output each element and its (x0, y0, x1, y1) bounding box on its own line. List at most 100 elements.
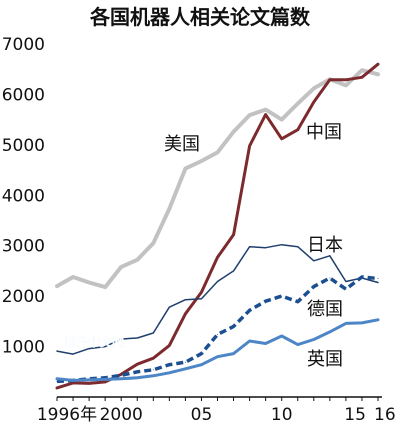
y-tick-label: 3000 (2, 237, 45, 257)
series-label-3: 德国 (307, 299, 343, 320)
data-point (377, 319, 379, 321)
data-point (56, 285, 58, 287)
data-point (249, 309, 251, 311)
data-point (297, 103, 299, 105)
data-point (72, 379, 74, 381)
data-point (249, 246, 251, 248)
data-point (361, 276, 363, 278)
data-point (200, 160, 202, 162)
data-point (136, 363, 138, 365)
data-point (297, 301, 299, 303)
data-point (313, 339, 315, 341)
data-point (217, 333, 218, 335)
data-point (168, 306, 170, 308)
data-point (168, 208, 170, 210)
data-point (200, 364, 202, 366)
data-point (120, 338, 122, 340)
data-point (361, 322, 363, 324)
x-tick-label: 15 (344, 405, 366, 425)
data-point (136, 371, 138, 373)
data-point (88, 348, 90, 350)
data-point (249, 145, 251, 147)
data-point (345, 322, 347, 324)
data-point (184, 368, 186, 370)
data-point (104, 346, 106, 348)
data-point (152, 375, 154, 377)
data-point (136, 377, 138, 379)
data-point (345, 281, 347, 283)
data-point (329, 331, 331, 333)
data-point (152, 242, 154, 244)
data-point (377, 282, 379, 284)
data-point (200, 298, 202, 300)
data-point (136, 337, 138, 339)
data-point (152, 369, 154, 371)
chart-title: 各国机器人相关论文篇数 (89, 5, 311, 29)
data-point (72, 353, 74, 355)
data-point (56, 387, 58, 389)
data-point (281, 295, 283, 297)
data-point (329, 277, 331, 279)
data-point (249, 340, 251, 342)
data-point (56, 380, 58, 382)
data-point (345, 288, 347, 290)
data-point (233, 234, 235, 236)
data-point (152, 332, 154, 334)
data-point (313, 87, 315, 89)
data-point (265, 300, 267, 302)
x-tick-label: 10 (271, 405, 293, 425)
data-point (313, 286, 315, 288)
data-point (377, 73, 379, 75)
data-point (297, 129, 299, 131)
data-point (265, 114, 267, 116)
data-point (361, 69, 363, 71)
data-point (329, 79, 331, 81)
data-point (200, 353, 202, 355)
data-point (88, 379, 90, 381)
data-point (104, 381, 106, 383)
data-point (88, 282, 90, 284)
data-point (361, 76, 363, 78)
x-tick-label: 16 (374, 405, 396, 425)
data-point (377, 277, 379, 279)
data-point (120, 373, 122, 375)
data-point (184, 299, 186, 301)
data-point (297, 344, 299, 346)
data-point (104, 286, 106, 288)
data-point (233, 131, 235, 133)
y-tick-label: 6000 (2, 85, 45, 105)
data-point (184, 313, 186, 315)
data-point (233, 270, 235, 272)
x-tick-label: 2000 (100, 405, 143, 425)
data-point (88, 382, 90, 384)
watermark: 日经中文网 (64, 334, 124, 349)
data-point (104, 378, 106, 380)
data-point (313, 260, 315, 262)
series-label-0: 美国 (164, 134, 200, 155)
y-tick-label: 5000 (2, 136, 45, 156)
data-point (281, 335, 283, 337)
data-point (281, 119, 283, 121)
data-point (200, 291, 202, 293)
data-point (313, 101, 315, 103)
data-point (72, 276, 74, 278)
data-point (281, 138, 283, 140)
data-point (345, 79, 347, 81)
data-point (136, 259, 138, 261)
data-point (281, 244, 283, 246)
data-point (120, 266, 122, 268)
data-point (56, 378, 58, 380)
data-point (297, 246, 299, 248)
y-tick-label: 1000 (2, 338, 45, 358)
series-label-2: 日本 (307, 235, 343, 256)
data-point (120, 374, 122, 376)
data-point (217, 281, 218, 283)
data-point (345, 84, 347, 86)
data-point (168, 345, 170, 347)
data-point (184, 168, 186, 170)
y-tick-label: 2000 (2, 287, 45, 307)
data-point (265, 343, 267, 345)
x-tick-label: 05 (191, 405, 213, 425)
